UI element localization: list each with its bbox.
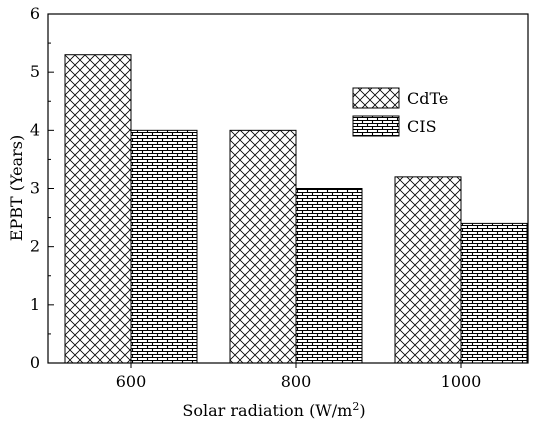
y-axis: 0 1 2 3 4 5 6 (30, 4, 54, 372)
x-axis-title: Solar radiation (W/m2) (182, 400, 365, 420)
x-axis-title-suffix: ) (359, 401, 365, 420)
legend-swatch-cdte (352, 87, 400, 109)
y-tick-label-2: 2 (30, 237, 40, 256)
plot-frame (47, 13, 529, 364)
x-tick-label-600: 600 (116, 372, 147, 391)
y-tick-label-1: 1 (30, 295, 40, 314)
bar-cis-800 (295, 188, 363, 364)
legend-label-cdte: CdTe (407, 89, 448, 108)
x-tick-label-800: 800 (281, 372, 312, 391)
y-tick-label-6: 6 (30, 4, 40, 23)
bar-cdte-600 (64, 54, 132, 364)
y-tick-label-4: 4 (30, 120, 40, 139)
y-tick-label-0: 0 (30, 353, 40, 372)
bar-cdte-1000 (394, 176, 462, 364)
bars-group (64, 54, 528, 364)
y-axis-title: EPBT (Years) (7, 135, 26, 241)
bar-cis-600 (130, 129, 198, 364)
y-tick-label-3: 3 (30, 179, 40, 198)
legend-swatch-cis (352, 115, 400, 137)
x-axis-title-main: Solar radiation (W/m (182, 401, 352, 420)
x-tick-label-1000: 1000 (441, 372, 482, 391)
y-tick-label-5: 5 (30, 62, 40, 81)
legend: CdTe CIS (352, 87, 448, 137)
bar-cis-1000 (460, 222, 528, 364)
x-axis-title-superscript: 2 (352, 400, 359, 413)
x-axis: 600 800 1000 (116, 363, 482, 391)
bar-cdte-800 (229, 129, 297, 364)
legend-label-cis: CIS (407, 117, 437, 136)
